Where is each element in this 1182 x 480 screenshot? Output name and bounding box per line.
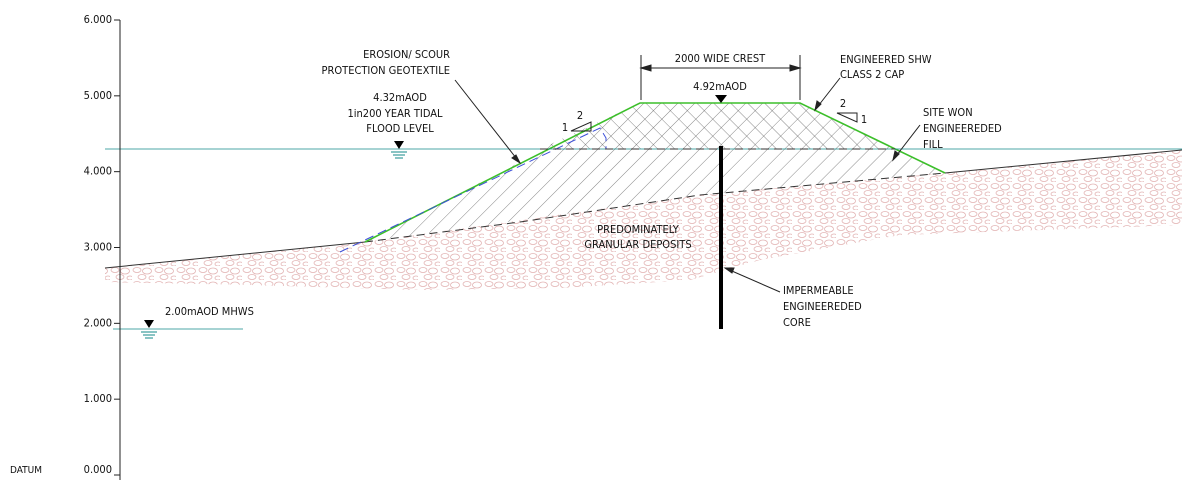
- water-symbol: [391, 141, 407, 159]
- label: 2000 WIDE CREST: [675, 52, 766, 65]
- axis-tick-label: 3.000: [84, 241, 112, 254]
- slope-indicator: [570, 121, 592, 132]
- label: CORE: [783, 316, 811, 329]
- label: PREDOMINATELY: [597, 223, 680, 236]
- original-ground: [364, 172, 946, 243]
- leader: [454, 77, 921, 293]
- label: ENGINEEREDED: [783, 300, 862, 313]
- crest-dimension: [639, 55, 802, 100]
- label: SITE WON: [923, 106, 973, 119]
- label: ENGINEERED SHW: [840, 53, 932, 66]
- label: IMPERMEABLE: [783, 284, 854, 297]
- label: 4.92mAOD: [693, 80, 747, 93]
- axis-tick-label: 0.000: [84, 463, 112, 476]
- ground-line: [944, 149, 1182, 174]
- axis-tick-label: 1.000: [84, 392, 112, 405]
- shw-cap: [540, 103, 895, 149]
- water-symbol: [141, 320, 157, 339]
- label: FILL: [923, 138, 943, 151]
- label: 2.00mAOD MHWS: [165, 305, 254, 318]
- geotextile: [339, 127, 607, 253]
- slope-label: 1: [562, 121, 568, 134]
- engineered-fill: [365, 149, 945, 242]
- label: FLOOD LEVEL: [366, 122, 434, 135]
- label: ENGINEEREDED: [923, 122, 1002, 135]
- label: 4.32mAOD: [373, 91, 427, 104]
- crest-level-symbol: [715, 95, 727, 103]
- axis-tick-label: 6.000: [84, 13, 112, 26]
- slope-indicator: [836, 112, 858, 123]
- label: GRANULAR DEPOSITS: [584, 238, 691, 251]
- axis-tick-label: 2.000: [84, 316, 112, 329]
- slope-label: 2: [840, 97, 846, 110]
- axis-tick-label: 5.000: [84, 89, 112, 102]
- embankment-surface: [364, 102, 946, 243]
- label: 1in200 YEAR TIDAL: [347, 107, 443, 120]
- label: PROTECTION GEOTEXTILE: [322, 64, 450, 77]
- ground-line: [104, 241, 366, 269]
- label: CLASS 2 CAP: [840, 68, 904, 81]
- label: EROSION/ SCOUR: [363, 48, 450, 61]
- slope-label: 2: [577, 109, 583, 122]
- datum-label: DATUM: [10, 465, 42, 476]
- axis-tick-label: 4.000: [84, 165, 112, 178]
- granular-deposits: [105, 150, 1182, 290]
- slope-label: 1: [861, 113, 867, 126]
